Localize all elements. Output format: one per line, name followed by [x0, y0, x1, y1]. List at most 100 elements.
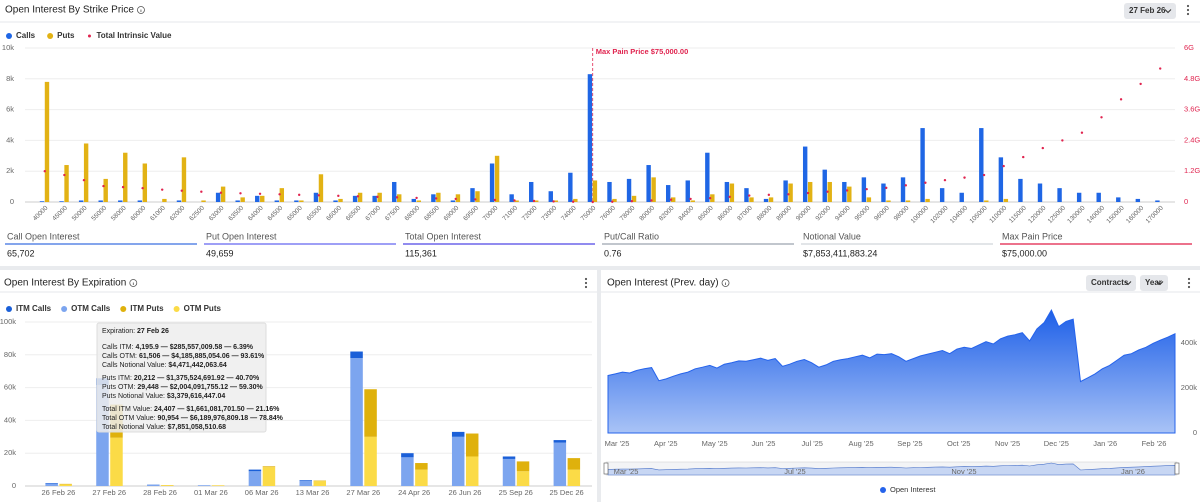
stacked-bar [415, 463, 428, 470]
x-tick-label: 25 Dec 26 [549, 488, 583, 497]
bar [529, 181, 534, 202]
bar [377, 192, 382, 202]
x-tick-label: 26 Feb 26 [42, 488, 76, 497]
legend-label[interactable]: Total Intrinsic Value [96, 31, 172, 40]
navigator-label: Jul '25 [784, 467, 805, 476]
legend-marker [880, 487, 886, 493]
legend-label[interactable]: Calls [16, 31, 36, 40]
menu-icon[interactable] [1186, 4, 1190, 16]
x-tick-label: Dec '25 [1044, 439, 1069, 448]
intrinsic-dot [552, 200, 555, 203]
stat-value: $75,000.00 [1002, 248, 1047, 258]
intrinsic-dot [1080, 131, 1084, 134]
x-tick-label: May '25 [702, 439, 728, 448]
intrinsic-dot [963, 176, 966, 179]
y-tick-label: 400k [1181, 338, 1198, 347]
stat-label: Max Pain Price [1002, 231, 1063, 241]
bar [372, 195, 377, 202]
stacked-bar [262, 466, 276, 468]
stacked-bar [262, 467, 276, 486]
bar [783, 180, 788, 202]
tooltip-value: 24,407 — $1,661,081,701.50 — 21.16% [154, 406, 280, 413]
bar [1037, 183, 1043, 202]
bar [118, 200, 123, 202]
intrinsic-dot [826, 190, 829, 193]
bar [294, 200, 299, 202]
bar [397, 194, 402, 202]
legend-label[interactable]: Puts [57, 31, 75, 40]
bar [83, 143, 89, 202]
stacked-bar [59, 484, 72, 486]
chevron [1156, 281, 1164, 286]
intrinsic-dot [219, 191, 223, 194]
y-tick-label: 6k [6, 105, 14, 114]
navigator-handle[interactable] [603, 462, 609, 475]
bar [299, 200, 304, 202]
bar [685, 180, 690, 202]
stacked-bar [45, 483, 58, 486]
intrinsic-dot [943, 178, 947, 182]
x-tick-label: 01 Mar 26 [194, 488, 228, 497]
y2-tick-label: 6G [1184, 43, 1194, 52]
bar [44, 81, 50, 202]
dropdown-button[interactable] [1124, 3, 1176, 19]
y-tick-label: 60k [4, 383, 16, 392]
legend-label[interactable]: OTM Calls [71, 304, 111, 313]
intrinsic-dot [748, 194, 751, 197]
intrinsic-dot [297, 193, 301, 197]
menu-icon[interactable] [584, 277, 588, 289]
menu-icon[interactable] [1187, 277, 1191, 289]
tooltip [96, 322, 267, 433]
stacked-bar [147, 484, 160, 486]
tooltip-line: Total ITM Value: 24,407 — $1,661,081,701… [102, 406, 280, 413]
intrinsic-dot [337, 194, 340, 198]
tooltip-value: $4,471,442,063.64 [168, 362, 226, 369]
bar [710, 194, 715, 202]
bar [705, 152, 710, 202]
tooltip-line: Expiration: 27 Feb 26 [102, 328, 169, 335]
intrinsic-dot [102, 184, 105, 188]
stacked-bar [567, 469, 581, 486]
navigator-label: Nov '25 [951, 467, 976, 476]
dropdown-button[interactable] [1086, 275, 1136, 291]
intrinsic-dot [1061, 139, 1064, 142]
dropdown-label[interactable]: Contracts [1091, 278, 1129, 287]
dropdown-label[interactable]: 27 Feb 26 [1129, 6, 1166, 15]
stacked-bar [451, 436, 465, 486]
dropdown-button[interactable] [1140, 275, 1168, 291]
legend-label[interactable]: Open Interest [890, 485, 936, 494]
bar [357, 192, 363, 202]
bar [959, 192, 964, 202]
bar [768, 197, 774, 202]
stat-value: 49,659 [206, 248, 234, 258]
panel-title: Open Interest (Prev. day) [607, 278, 719, 289]
legend-label[interactable]: ITM Calls [16, 304, 52, 313]
intrinsic-dot [434, 197, 438, 200]
navigator-handle[interactable] [1174, 462, 1180, 475]
tooltip-label: Puts ITM: [102, 375, 134, 382]
y2-tick-label: 3.6G [1184, 105, 1200, 114]
legend-label[interactable]: ITM Puts [130, 304, 164, 313]
bar [548, 191, 553, 202]
tooltip-line: Calls OTM: 61,506 — $4,185,885,054.06 — … [102, 353, 265, 360]
intrinsic-dot [982, 173, 986, 177]
dropdown-label[interactable]: Year [1145, 278, 1162, 287]
bar [235, 200, 240, 202]
x-tick-label: Mar '25 [605, 439, 630, 448]
x-tick-label: Sep '25 [897, 439, 922, 448]
bar [274, 200, 280, 202]
tooltip-value: 20,212 — $1,375,524,691.92 — 40.70% [134, 375, 260, 382]
y-tick-label: 4k [6, 135, 14, 144]
bar [646, 165, 651, 202]
intrinsic-dot [160, 188, 164, 191]
bar [788, 183, 793, 202]
bar [866, 197, 872, 202]
tooltip-label: Expiration: [102, 328, 137, 335]
legend-label[interactable]: OTM Puts [184, 304, 222, 313]
info-icon [721, 279, 730, 287]
stacked-bar [415, 469, 428, 486]
stacked-bar [516, 471, 530, 486]
bar [998, 157, 1004, 202]
bar [509, 194, 514, 202]
